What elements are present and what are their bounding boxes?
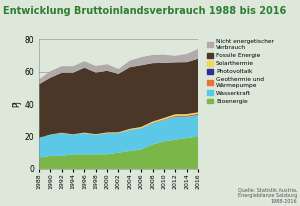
Text: Quelle: Statistik Austria,
Energiebilanze Salzburg
1988-2016: Quelle: Statistik Austria, Energiebilanz… xyxy=(238,187,297,204)
Legend: Nicht energetischer
Verbrauch, Fossile Energie, Solarthermie, Photovoltaik, Geot: Nicht energetischer Verbrauch, Fossile E… xyxy=(207,40,274,104)
Y-axis label: PJ: PJ xyxy=(13,101,22,108)
Text: Entwicklung Bruttoinlandsverbrauch 1988 bis 2016: Entwicklung Bruttoinlandsverbrauch 1988 … xyxy=(3,6,286,16)
